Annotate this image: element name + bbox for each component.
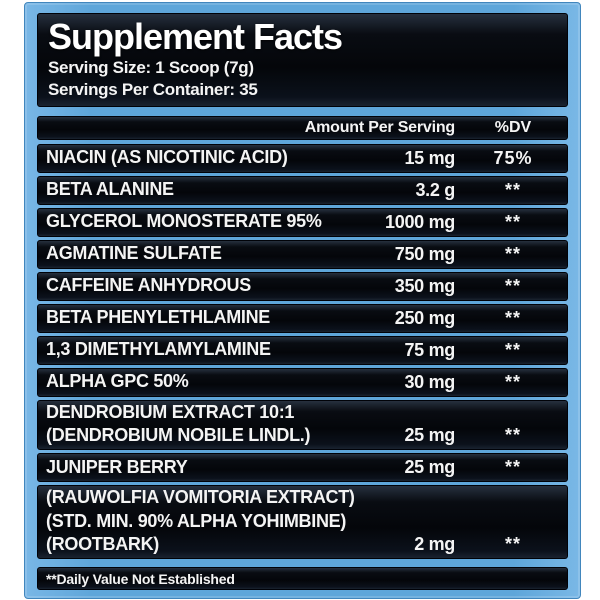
ingredient-row-rauwolfia-extract: (RAUWOLFIA VOMITORIA EXTRACT) (STD. MIN.… <box>37 485 568 559</box>
ingredient-amount: 350 mg <box>394 275 456 296</box>
ingredient-dv: ** <box>504 534 521 554</box>
ingredient-row-dimethylamylamine: 1,3 DIMETHYLAMYLAMINE 75 mg ** <box>37 335 568 365</box>
ingredient-row-alpha-gpc: ALPHA GPC 50% 30 mg ** <box>37 367 568 397</box>
daily-value-footnote: **Daily Value Not Established <box>37 567 568 590</box>
ingredient-dv: ** <box>504 371 521 392</box>
column-header-bar: Amount Per Serving %DV <box>37 115 568 140</box>
ingredient-row-beta-phenylethlamine: BETA PHENYLETHLAMINE 250 mg ** <box>37 303 568 333</box>
ingredient-dv: ** <box>504 425 521 446</box>
ingredient-amount: 750 mg <box>394 243 456 264</box>
ingredient-name: (RAUWOLFIA VOMITORIA EXTRACT) (STD. MIN.… <box>46 486 355 555</box>
ingredient-amount: 25 mg <box>404 425 455 446</box>
ingredient-dv: ** <box>504 275 521 296</box>
ingredient-dv: ** <box>504 339 521 360</box>
ingredient-row-glycerol-monosterate: GLYCEROL MONOSTERATE 95% 1000 mg ** <box>37 207 568 237</box>
ingredient-dv: 75% <box>493 147 533 168</box>
ingredient-name: ALPHA GPC 50% <box>46 371 189 392</box>
column-amount-per-serving: Amount Per Serving <box>304 118 455 136</box>
ingredient-row-agmatine-sulfate: AGMATINE SULFATE 750 mg ** <box>37 239 568 269</box>
column-percent-dv: %DV <box>494 118 532 136</box>
ingredient-row-niacin: NIACIN (AS NICOTINIC ACID) 15 mg 75% <box>37 143 568 173</box>
ingredient-dv: ** <box>504 457 521 478</box>
ingredient-amount: 3.2 g <box>415 179 455 200</box>
ingredient-amount: 15 mg <box>404 147 455 168</box>
supplement-facts-label: Supplement Facts Serving Size: 1 Scoop (… <box>24 2 581 599</box>
ingredient-name: BETA ALANINE <box>46 179 174 200</box>
ingredient-row-caffeine-anhydrous: CAFFEINE ANHYDROUS 350 mg ** <box>37 271 568 301</box>
ingredient-row-beta-alanine: BETA ALANINE 3.2 g ** <box>37 175 568 205</box>
ingredient-name: DENDROBIUM EXTRACT 10:1 (DENDROBIUM NOBI… <box>46 401 311 446</box>
ingredient-name: AGMATINE SULFATE <box>46 243 222 264</box>
ingredient-row-dendrobium-extract: DENDROBIUM EXTRACT 10:1 (DENDROBIUM NOBI… <box>37 399 568 451</box>
ingredient-name: 1,3 DIMETHYLAMYLAMINE <box>46 339 271 360</box>
label-header: Supplement Facts Serving Size: 1 Scoop (… <box>37 13 568 107</box>
ingredient-name: NIACIN (AS NICOTINIC ACID) <box>46 147 288 168</box>
ingredient-amount: 2 mg <box>414 534 455 554</box>
ingredient-name: CAFFEINE ANHYDROUS <box>46 275 251 296</box>
label-title: Supplement Facts <box>48 16 343 57</box>
serving-size: Serving Size: 1 Scoop (7g) <box>48 57 254 77</box>
ingredient-row-juniper-berry: JUNIPER BERRY 25 mg ** <box>37 453 568 483</box>
ingredient-dv: ** <box>504 307 521 328</box>
servings-per-container: Servings Per Container: 35 <box>48 79 258 99</box>
ingredient-amount: 25 mg <box>404 457 455 478</box>
ingredient-amount: 75 mg <box>404 339 455 360</box>
ingredient-amount: 30 mg <box>404 371 455 392</box>
ingredient-dv: ** <box>504 243 521 264</box>
ingredient-dv: ** <box>504 211 521 232</box>
ingredient-amount: 250 mg <box>394 307 456 328</box>
ingredient-amount: 1000 mg <box>385 211 455 232</box>
ingredient-dv: ** <box>504 179 521 200</box>
ingredient-name: BETA PHENYLETHLAMINE <box>46 307 271 328</box>
ingredient-name: GLYCEROL MONOSTERATE 95% <box>46 211 322 232</box>
ingredient-name: JUNIPER BERRY <box>46 456 188 477</box>
